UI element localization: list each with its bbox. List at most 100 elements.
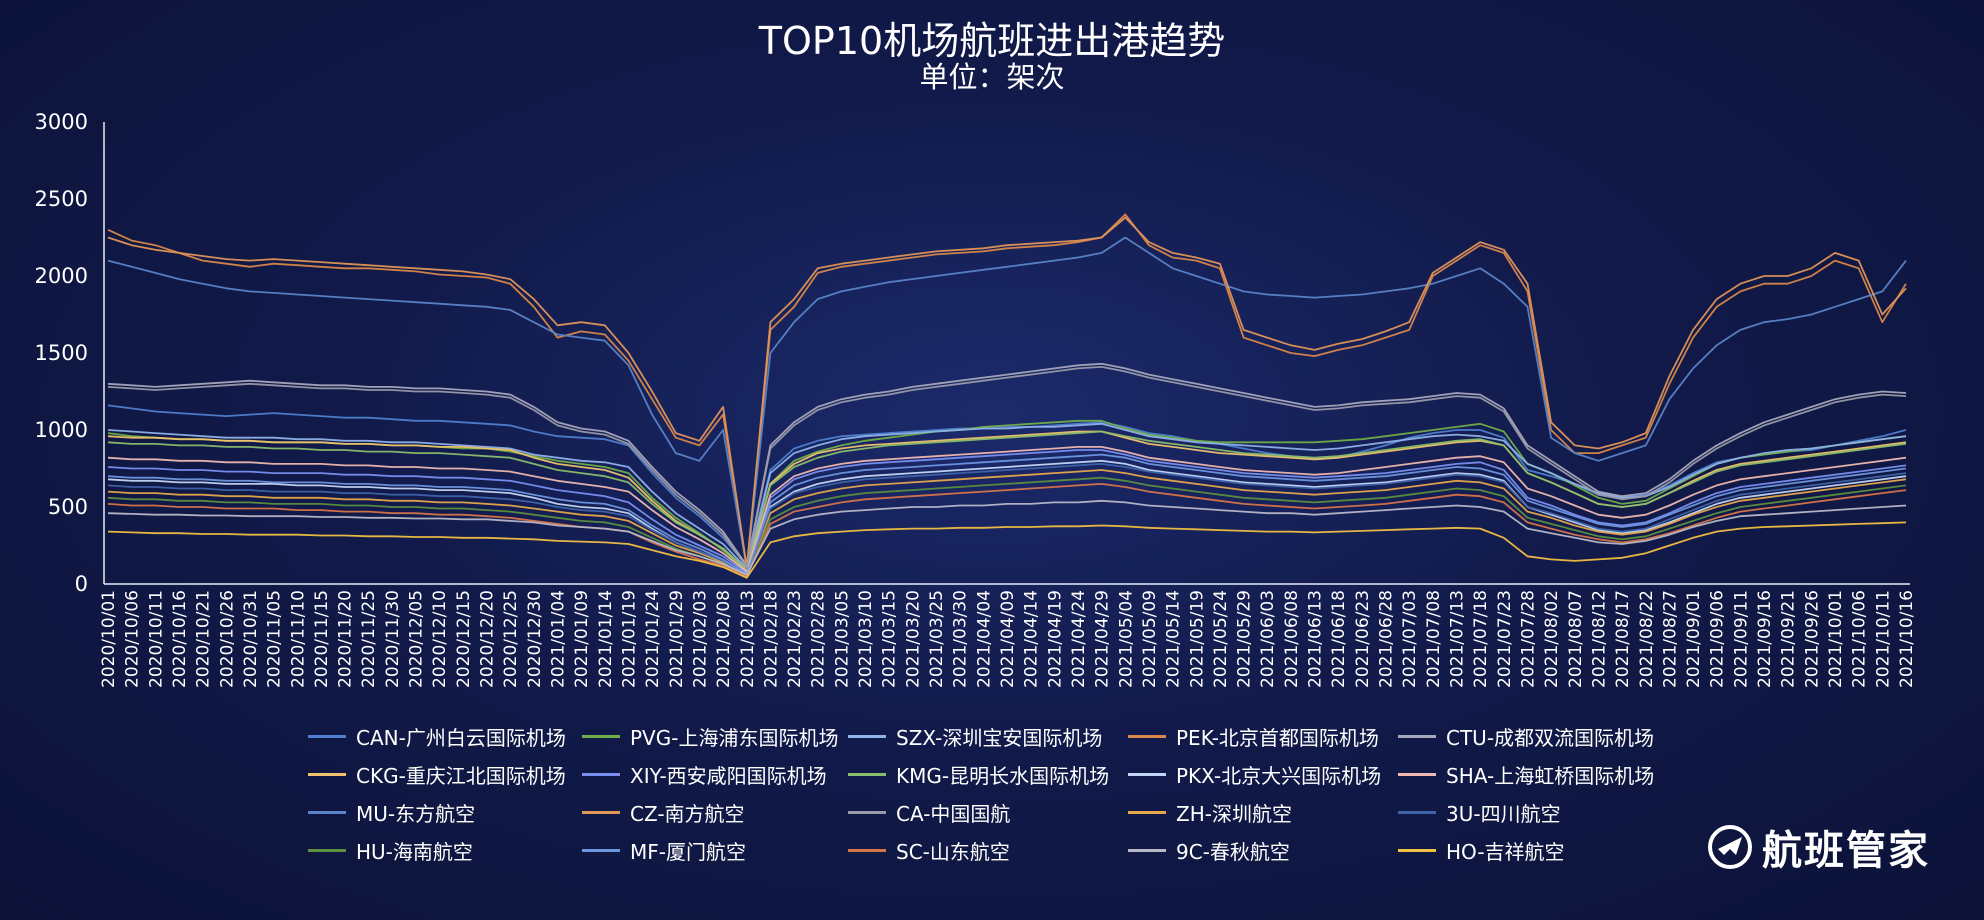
x-tick-label: 2021/07/08	[1424, 590, 1444, 688]
x-tick-label: 2021/09/06	[1708, 590, 1728, 688]
series-line-7	[107, 430, 1907, 571]
x-tick-label: 2020/10/31	[241, 590, 261, 688]
legend-item: CZ-南方航空	[582, 798, 745, 827]
series-line-19	[107, 521, 1907, 579]
y-tick-label: 2000	[35, 264, 88, 288]
x-tick-label: 2020/12/15	[454, 590, 474, 688]
y-tick-label: 0	[75, 572, 88, 596]
x-tick-label: 2021/06/28	[1377, 590, 1397, 688]
legend-item: 9C-春秋航空	[1128, 836, 1290, 865]
x-tick-label: 2020/12/25	[501, 590, 521, 688]
series-line-2	[107, 422, 1907, 570]
legend-item: PVG-上海浦东国际机场	[582, 722, 838, 751]
x-tick-label: 2021/10/06	[1850, 590, 1870, 688]
series-line-8	[107, 459, 1907, 576]
legend-swatch	[582, 849, 620, 852]
x-tick-label: 2021/06/18	[1329, 590, 1349, 688]
x-tick-label: 2021/03/30	[951, 590, 971, 688]
legend-swatch	[1398, 811, 1436, 814]
legend-label: CAN-广州白云国际机场	[356, 726, 566, 750]
legend-swatch	[1398, 849, 1436, 852]
x-tick-label: 2021/06/13	[1306, 590, 1326, 688]
x-tick-label: 2021/07/23	[1495, 590, 1515, 688]
legend-swatch	[1128, 773, 1166, 776]
x-tick-label: 2021/05/29	[1235, 590, 1255, 688]
x-tick-label: 2021/08/17	[1613, 590, 1633, 688]
x-tick-label: 2020/11/15	[312, 590, 332, 688]
x-tick-label: 2021/04/19	[1045, 590, 1065, 688]
legend-label: PKX-北京大兴国际机场	[1176, 764, 1382, 788]
y-axis-ticks: 0 500 1000 1500 2000 2500 3000	[35, 110, 88, 596]
x-tick-label: 2021/09/21	[1779, 590, 1799, 688]
x-tick-label: 2021/04/04	[974, 590, 994, 688]
legend-label: 9C-春秋航空	[1176, 840, 1290, 864]
legend-label: XIY-西安咸阳国际机场	[630, 764, 827, 788]
legend-swatch	[848, 811, 886, 814]
legend-item: PKX-北京大兴国际机场	[1128, 760, 1381, 789]
legend-item: CKG-重庆江北国际机场	[308, 760, 566, 789]
x-tick-label: 2020/12/10	[430, 590, 450, 688]
legend-swatch	[308, 811, 346, 814]
legend-label: KMG-昆明长水国际机场	[896, 764, 1110, 788]
series-line-18	[107, 499, 1907, 576]
x-tick-label: 2021/02/03	[690, 590, 710, 688]
x-tick-label: 2020/10/11	[146, 590, 166, 688]
y-tick-label: 3000	[35, 110, 88, 134]
x-tick-label: 2021/07/03	[1400, 590, 1420, 688]
legend-item: SZX-深圳宝安国际机场	[848, 722, 1102, 751]
series-line-13	[107, 469, 1907, 576]
x-tick-label: 2021/05/09	[1140, 590, 1160, 688]
legend-swatch	[582, 773, 620, 776]
x-tick-label: 2021/01/09	[572, 590, 592, 688]
x-tick-label: 2020/10/16	[170, 590, 190, 688]
x-tick-label: 2021/02/13	[738, 590, 758, 688]
legend-label: CTU-成都双流国际机场	[1446, 726, 1655, 750]
y-tick-label: 2500	[35, 187, 88, 211]
x-tick-label: 2021/01/24	[643, 590, 663, 688]
x-tick-label: 2021/07/18	[1471, 590, 1491, 688]
x-tick-label: 2021/01/04	[549, 590, 569, 688]
x-tick-label: 2020/10/01	[99, 590, 119, 688]
legend-item: 3U-四川航空	[1398, 798, 1561, 827]
legend-swatch	[582, 735, 620, 738]
x-tick-label: 2021/01/14	[596, 590, 616, 688]
series-line-10	[107, 236, 1907, 570]
x-tick-label: 2021/09/16	[1755, 590, 1775, 688]
x-tick-label: 2021/04/14	[1022, 590, 1042, 688]
series-line-3	[107, 213, 1907, 570]
legend-label: 3U-四川航空	[1446, 802, 1561, 826]
x-tick-label: 2021/03/05	[832, 590, 852, 688]
x-tick-label: 2021/06/23	[1353, 590, 1373, 688]
x-tick-label: 2021/06/08	[1282, 590, 1302, 688]
x-tick-label: 2021/07/28	[1518, 590, 1538, 688]
legend-swatch	[848, 849, 886, 852]
x-tick-label: 2021/09/01	[1684, 590, 1704, 688]
y-tick-label: 500	[48, 495, 88, 519]
x-tick-label: 2021/07/13	[1448, 590, 1468, 688]
legend-item: XIY-西安咸阳国际机场	[582, 760, 827, 789]
x-tick-label: 2021/02/08	[714, 590, 734, 688]
airplane-logo-icon	[1708, 825, 1752, 869]
y-tick-label: 1500	[35, 341, 88, 365]
x-tick-label: 2021/04/29	[1093, 590, 1113, 688]
x-tick-label: 2021/04/24	[1069, 590, 1089, 688]
x-tick-label: 2021/01/19	[619, 590, 639, 688]
series-line-6	[107, 449, 1907, 575]
legend-swatch	[308, 735, 346, 738]
x-tick-label: 2021/02/23	[785, 590, 805, 688]
legend-item: CAN-广州白云国际机场	[308, 722, 566, 751]
series-line-12	[107, 365, 1907, 568]
x-tick-label: 2021/05/19	[1187, 590, 1207, 688]
legend-item: CA-中国国航	[848, 798, 1010, 827]
x-tick-label: 2020/11/10	[288, 590, 308, 688]
x-tick-label: 2021/09/26	[1802, 590, 1822, 688]
legend-label: CZ-南方航空	[630, 802, 745, 826]
x-tick-label: 2020/10/26	[217, 590, 237, 688]
brand-logo: 航班管家	[1708, 818, 1930, 876]
x-tick-label: 2021/06/03	[1258, 590, 1278, 688]
legend-swatch	[1128, 735, 1166, 738]
x-tick-label: 2021/05/04	[1116, 590, 1136, 688]
legend-item: MF-厦门航空	[582, 836, 746, 865]
legend-swatch	[1128, 849, 1166, 852]
